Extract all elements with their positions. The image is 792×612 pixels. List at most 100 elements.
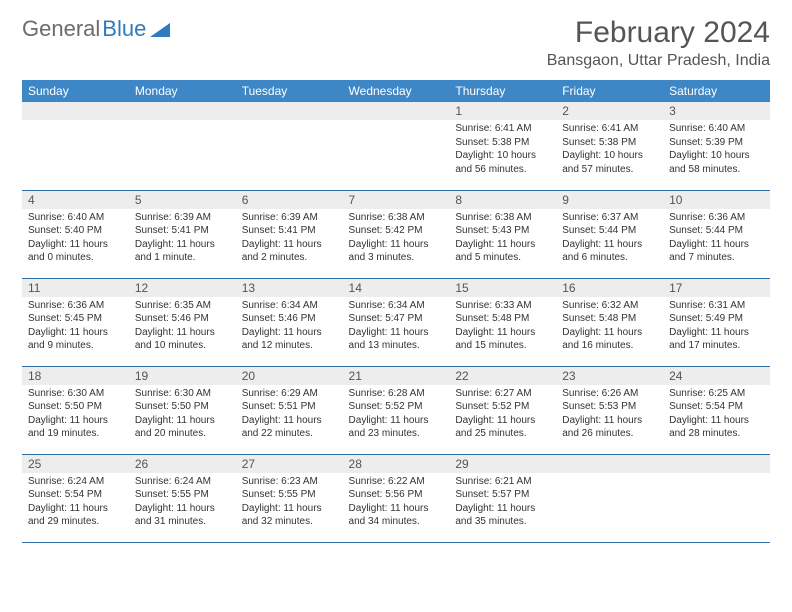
day-number: 21 bbox=[343, 367, 450, 385]
day-details: Sunrise: 6:22 AMSunset: 5:56 PMDaylight:… bbox=[343, 473, 450, 533]
calendar-week-row: 18Sunrise: 6:30 AMSunset: 5:50 PMDayligh… bbox=[22, 366, 770, 454]
calendar-cell: 27Sunrise: 6:23 AMSunset: 5:55 PMDayligh… bbox=[236, 454, 343, 542]
day-details: Sunrise: 6:37 AMSunset: 5:44 PMDaylight:… bbox=[556, 209, 663, 269]
calendar-cell: 11Sunrise: 6:36 AMSunset: 5:45 PMDayligh… bbox=[22, 278, 129, 366]
day-details: Sunrise: 6:21 AMSunset: 5:57 PMDaylight:… bbox=[449, 473, 556, 533]
day-number: 9 bbox=[556, 191, 663, 209]
calendar-cell bbox=[556, 454, 663, 542]
calendar-cell: 13Sunrise: 6:34 AMSunset: 5:46 PMDayligh… bbox=[236, 278, 343, 366]
day-number: 19 bbox=[129, 367, 236, 385]
calendar-cell: 17Sunrise: 6:31 AMSunset: 5:49 PMDayligh… bbox=[663, 278, 770, 366]
day-number: 16 bbox=[556, 279, 663, 297]
day-details: Sunrise: 6:23 AMSunset: 5:55 PMDaylight:… bbox=[236, 473, 343, 533]
day-number: 4 bbox=[22, 191, 129, 209]
weekday-header: Monday bbox=[129, 80, 236, 102]
location-subtitle: Bansgaon, Uttar Pradesh, India bbox=[547, 52, 770, 70]
calendar-cell: 23Sunrise: 6:26 AMSunset: 5:53 PMDayligh… bbox=[556, 366, 663, 454]
calendar-cell: 15Sunrise: 6:33 AMSunset: 5:48 PMDayligh… bbox=[449, 278, 556, 366]
day-details bbox=[129, 120, 236, 180]
day-details: Sunrise: 6:30 AMSunset: 5:50 PMDaylight:… bbox=[22, 385, 129, 445]
calendar-cell: 18Sunrise: 6:30 AMSunset: 5:50 PMDayligh… bbox=[22, 366, 129, 454]
weekday-header: Saturday bbox=[663, 80, 770, 102]
calendar-cell: 5Sunrise: 6:39 AMSunset: 5:41 PMDaylight… bbox=[129, 190, 236, 278]
calendar-cell: 26Sunrise: 6:24 AMSunset: 5:55 PMDayligh… bbox=[129, 454, 236, 542]
calendar-cell: 21Sunrise: 6:28 AMSunset: 5:52 PMDayligh… bbox=[343, 366, 450, 454]
calendar-cell: 7Sunrise: 6:38 AMSunset: 5:42 PMDaylight… bbox=[343, 190, 450, 278]
day-number: 23 bbox=[556, 367, 663, 385]
calendar-cell: 10Sunrise: 6:36 AMSunset: 5:44 PMDayligh… bbox=[663, 190, 770, 278]
day-details: Sunrise: 6:34 AMSunset: 5:47 PMDaylight:… bbox=[343, 297, 450, 357]
calendar-cell: 25Sunrise: 6:24 AMSunset: 5:54 PMDayligh… bbox=[22, 454, 129, 542]
day-details: Sunrise: 6:40 AMSunset: 5:40 PMDaylight:… bbox=[22, 209, 129, 269]
day-number bbox=[556, 455, 663, 473]
day-number: 8 bbox=[449, 191, 556, 209]
day-number: 1 bbox=[449, 102, 556, 120]
calendar-week-row: 4Sunrise: 6:40 AMSunset: 5:40 PMDaylight… bbox=[22, 190, 770, 278]
day-number: 27 bbox=[236, 455, 343, 473]
day-number: 15 bbox=[449, 279, 556, 297]
calendar-cell: 4Sunrise: 6:40 AMSunset: 5:40 PMDaylight… bbox=[22, 190, 129, 278]
day-details bbox=[22, 120, 129, 180]
day-details: Sunrise: 6:38 AMSunset: 5:43 PMDaylight:… bbox=[449, 209, 556, 269]
weekday-header: Wednesday bbox=[343, 80, 450, 102]
day-number: 25 bbox=[22, 455, 129, 473]
calendar-cell: 29Sunrise: 6:21 AMSunset: 5:57 PMDayligh… bbox=[449, 454, 556, 542]
calendar-cell: 8Sunrise: 6:38 AMSunset: 5:43 PMDaylight… bbox=[449, 190, 556, 278]
day-details: Sunrise: 6:32 AMSunset: 5:48 PMDaylight:… bbox=[556, 297, 663, 357]
day-details: Sunrise: 6:39 AMSunset: 5:41 PMDaylight:… bbox=[129, 209, 236, 269]
day-details: Sunrise: 6:25 AMSunset: 5:54 PMDaylight:… bbox=[663, 385, 770, 445]
calendar-week-row: 25Sunrise: 6:24 AMSunset: 5:54 PMDayligh… bbox=[22, 454, 770, 542]
brand-logo: GeneralBlue bbox=[22, 16, 170, 42]
calendar-cell bbox=[129, 102, 236, 190]
weekday-header: Thursday bbox=[449, 80, 556, 102]
weekday-header: Sunday bbox=[22, 80, 129, 102]
calendar-table: SundayMondayTuesdayWednesdayThursdayFrid… bbox=[22, 80, 770, 543]
day-number: 26 bbox=[129, 455, 236, 473]
day-details bbox=[556, 473, 663, 533]
calendar-cell: 20Sunrise: 6:29 AMSunset: 5:51 PMDayligh… bbox=[236, 366, 343, 454]
day-number: 11 bbox=[22, 279, 129, 297]
title-block: February 2024 Bansgaon, Uttar Pradesh, I… bbox=[547, 16, 770, 70]
day-number: 14 bbox=[343, 279, 450, 297]
calendar-cell: 14Sunrise: 6:34 AMSunset: 5:47 PMDayligh… bbox=[343, 278, 450, 366]
day-number: 18 bbox=[22, 367, 129, 385]
day-number: 17 bbox=[663, 279, 770, 297]
calendar-cell: 6Sunrise: 6:39 AMSunset: 5:41 PMDaylight… bbox=[236, 190, 343, 278]
day-details: Sunrise: 6:33 AMSunset: 5:48 PMDaylight:… bbox=[449, 297, 556, 357]
brand-word-2: Blue bbox=[102, 16, 146, 42]
day-number: 22 bbox=[449, 367, 556, 385]
page-title: February 2024 bbox=[547, 16, 770, 50]
weekday-header-row: SundayMondayTuesdayWednesdayThursdayFrid… bbox=[22, 80, 770, 102]
day-details: Sunrise: 6:27 AMSunset: 5:52 PMDaylight:… bbox=[449, 385, 556, 445]
day-details: Sunrise: 6:40 AMSunset: 5:39 PMDaylight:… bbox=[663, 120, 770, 180]
day-details: Sunrise: 6:36 AMSunset: 5:44 PMDaylight:… bbox=[663, 209, 770, 269]
day-details: Sunrise: 6:26 AMSunset: 5:53 PMDaylight:… bbox=[556, 385, 663, 445]
calendar-cell bbox=[663, 454, 770, 542]
day-number: 5 bbox=[129, 191, 236, 209]
day-details bbox=[236, 120, 343, 180]
day-details: Sunrise: 6:31 AMSunset: 5:49 PMDaylight:… bbox=[663, 297, 770, 357]
day-number: 7 bbox=[343, 191, 450, 209]
day-details: Sunrise: 6:41 AMSunset: 5:38 PMDaylight:… bbox=[556, 120, 663, 180]
day-details: Sunrise: 6:29 AMSunset: 5:51 PMDaylight:… bbox=[236, 385, 343, 445]
day-details: Sunrise: 6:34 AMSunset: 5:46 PMDaylight:… bbox=[236, 297, 343, 357]
calendar-cell: 22Sunrise: 6:27 AMSunset: 5:52 PMDayligh… bbox=[449, 366, 556, 454]
day-details: Sunrise: 6:39 AMSunset: 5:41 PMDaylight:… bbox=[236, 209, 343, 269]
day-details: Sunrise: 6:38 AMSunset: 5:42 PMDaylight:… bbox=[343, 209, 450, 269]
day-details: Sunrise: 6:28 AMSunset: 5:52 PMDaylight:… bbox=[343, 385, 450, 445]
calendar-cell bbox=[22, 102, 129, 190]
day-number: 13 bbox=[236, 279, 343, 297]
calendar-body: 1Sunrise: 6:41 AMSunset: 5:38 PMDaylight… bbox=[22, 102, 770, 542]
calendar-cell: 1Sunrise: 6:41 AMSunset: 5:38 PMDaylight… bbox=[449, 102, 556, 190]
day-number bbox=[236, 102, 343, 120]
day-number bbox=[22, 102, 129, 120]
calendar-cell: 16Sunrise: 6:32 AMSunset: 5:48 PMDayligh… bbox=[556, 278, 663, 366]
calendar-cell: 24Sunrise: 6:25 AMSunset: 5:54 PMDayligh… bbox=[663, 366, 770, 454]
day-number bbox=[129, 102, 236, 120]
day-number bbox=[663, 455, 770, 473]
weekday-header: Friday bbox=[556, 80, 663, 102]
day-number: 2 bbox=[556, 102, 663, 120]
calendar-cell: 19Sunrise: 6:30 AMSunset: 5:50 PMDayligh… bbox=[129, 366, 236, 454]
day-number: 3 bbox=[663, 102, 770, 120]
day-details bbox=[343, 120, 450, 180]
